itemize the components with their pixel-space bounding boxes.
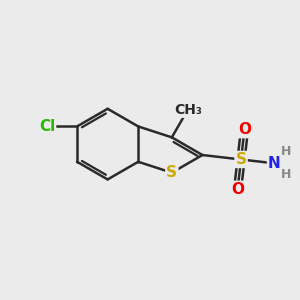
Text: N: N: [268, 156, 281, 171]
Text: S: S: [166, 165, 177, 180]
Text: O: O: [238, 122, 251, 137]
Text: H: H: [280, 168, 291, 181]
Text: O: O: [231, 182, 244, 197]
Text: H: H: [280, 146, 291, 158]
Text: CH₃: CH₃: [174, 103, 202, 117]
Text: Cl: Cl: [39, 119, 55, 134]
Text: S: S: [236, 152, 247, 167]
